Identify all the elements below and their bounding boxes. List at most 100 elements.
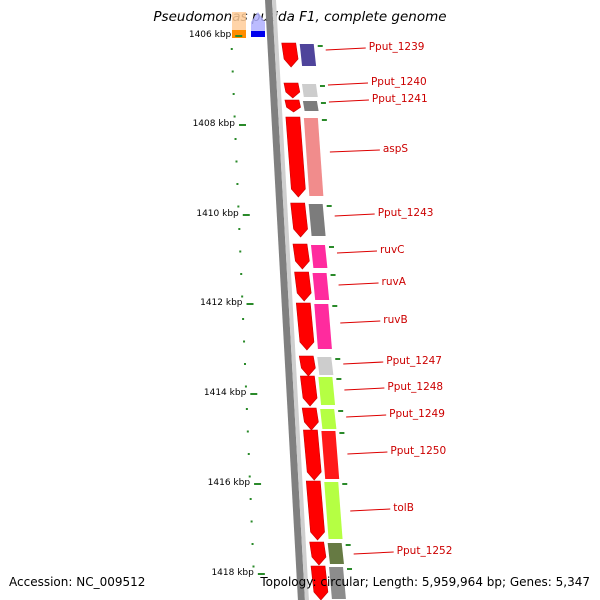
gene-block [327,543,344,564]
accession-text: Accession: NC_009512 [9,575,146,589]
blue-feature-arrow-icon [251,12,265,37]
position-tick [254,483,262,485]
gene-track [299,44,353,599]
gene-tick [321,119,327,121]
label-leader-line [353,551,394,555]
position-tick [250,393,258,395]
map-title: Pseudomonas putida F1, complete genome [153,9,447,25]
gene-block [302,101,319,111]
cds-arrow [295,302,315,351]
position-tick [238,124,246,126]
position-tick [257,573,265,575]
backbone-strand-outer [265,0,305,600]
position-tick-label: 1412 kbp [200,298,243,308]
gene-tick [319,85,325,87]
cds-arrow [285,116,306,198]
cds-arrow [301,407,319,431]
cds-arrow [305,480,325,541]
position-tick-label: 1414 kbp [203,388,247,398]
genome-backbone [265,0,309,600]
genome-summary-text: Topology: circular; Length: 5,959,964 bp… [260,575,590,589]
gene-tick [326,205,332,207]
tick-dot [244,385,247,388]
gene-tick [339,432,345,434]
position-tick-label: 1408 kbp [192,119,235,129]
gene-tick [342,483,348,485]
label-leader-line [346,414,387,418]
label-leader-line [338,282,379,286]
cds-arrow [292,243,310,270]
position-tick-label: 1406 kbp [188,30,232,40]
tick-dot [251,543,254,545]
gene-tick [320,102,326,104]
tick-dot [234,138,237,140]
gene-tick [332,305,338,307]
cds-arrow [300,375,318,407]
cds-arrow [310,565,329,600]
tick-dot [248,475,251,478]
gene-tick [347,568,353,570]
cds-arrow [294,271,312,302]
tick-dot [247,453,250,455]
position-tick-label: 1418 kbp [211,568,254,578]
label-leader-line [329,149,380,153]
label-leader-line [334,213,375,217]
tick-dot [237,205,240,208]
gene-tick [317,45,323,47]
tick-dot [243,363,246,365]
label-leader-lines [325,47,394,555]
gene-label: aspS [382,143,409,155]
cds-arrow [303,429,322,481]
gene-label: Pput_1240 [370,76,427,88]
gene-label: Pput_1250 [390,445,447,457]
gene-tick [330,274,336,276]
gene-block [303,118,324,196]
gene-block [301,84,318,97]
label-leader-line [347,451,388,455]
cds-arrow [284,99,301,113]
position-tick-label: 1416 kbp [207,478,251,488]
position-tick-dots [230,48,255,568]
gene-block [310,245,328,268]
gene-tick [336,378,342,380]
tick-dot [235,160,238,163]
gene-label: ruvB [383,314,408,326]
tick-dot [245,408,248,410]
legend-feature-icons [232,12,265,38]
label-leader-line [327,82,368,86]
blue-feature-strip-icon [251,31,265,37]
cds-arrow [309,541,327,566]
gene-block [312,273,330,300]
position-tick [242,214,250,216]
position-tick [235,35,243,37]
gene-block [299,44,317,66]
tick-dot [252,565,255,568]
gene-label: Pput_1239 [368,41,425,53]
tick-dot [230,48,233,50]
label-leader-line [325,47,366,51]
tick-dot [241,295,244,298]
label-leader-line [343,361,384,365]
tick-dot [242,318,245,320]
tick-dot [246,430,249,433]
label-leader-line [344,387,385,391]
tick-dot [250,520,253,523]
cds-arrow [298,355,316,377]
gene-label: Pput_1248 [387,381,444,393]
gene-label: Pput_1252 [396,545,453,557]
gene-label: Pput_1241 [371,93,428,105]
gene-tick [345,544,351,546]
tick-dot [233,115,236,118]
gene-tick [338,410,344,412]
label-leader-line [328,99,369,103]
cds-arrow [283,82,301,99]
tick-dot [243,340,246,343]
label-leader-line [340,320,381,324]
gene-block [308,204,326,236]
gene-block [314,304,332,349]
tick-dot [239,250,242,253]
gene-block [324,482,343,539]
gene-tick [328,246,334,248]
